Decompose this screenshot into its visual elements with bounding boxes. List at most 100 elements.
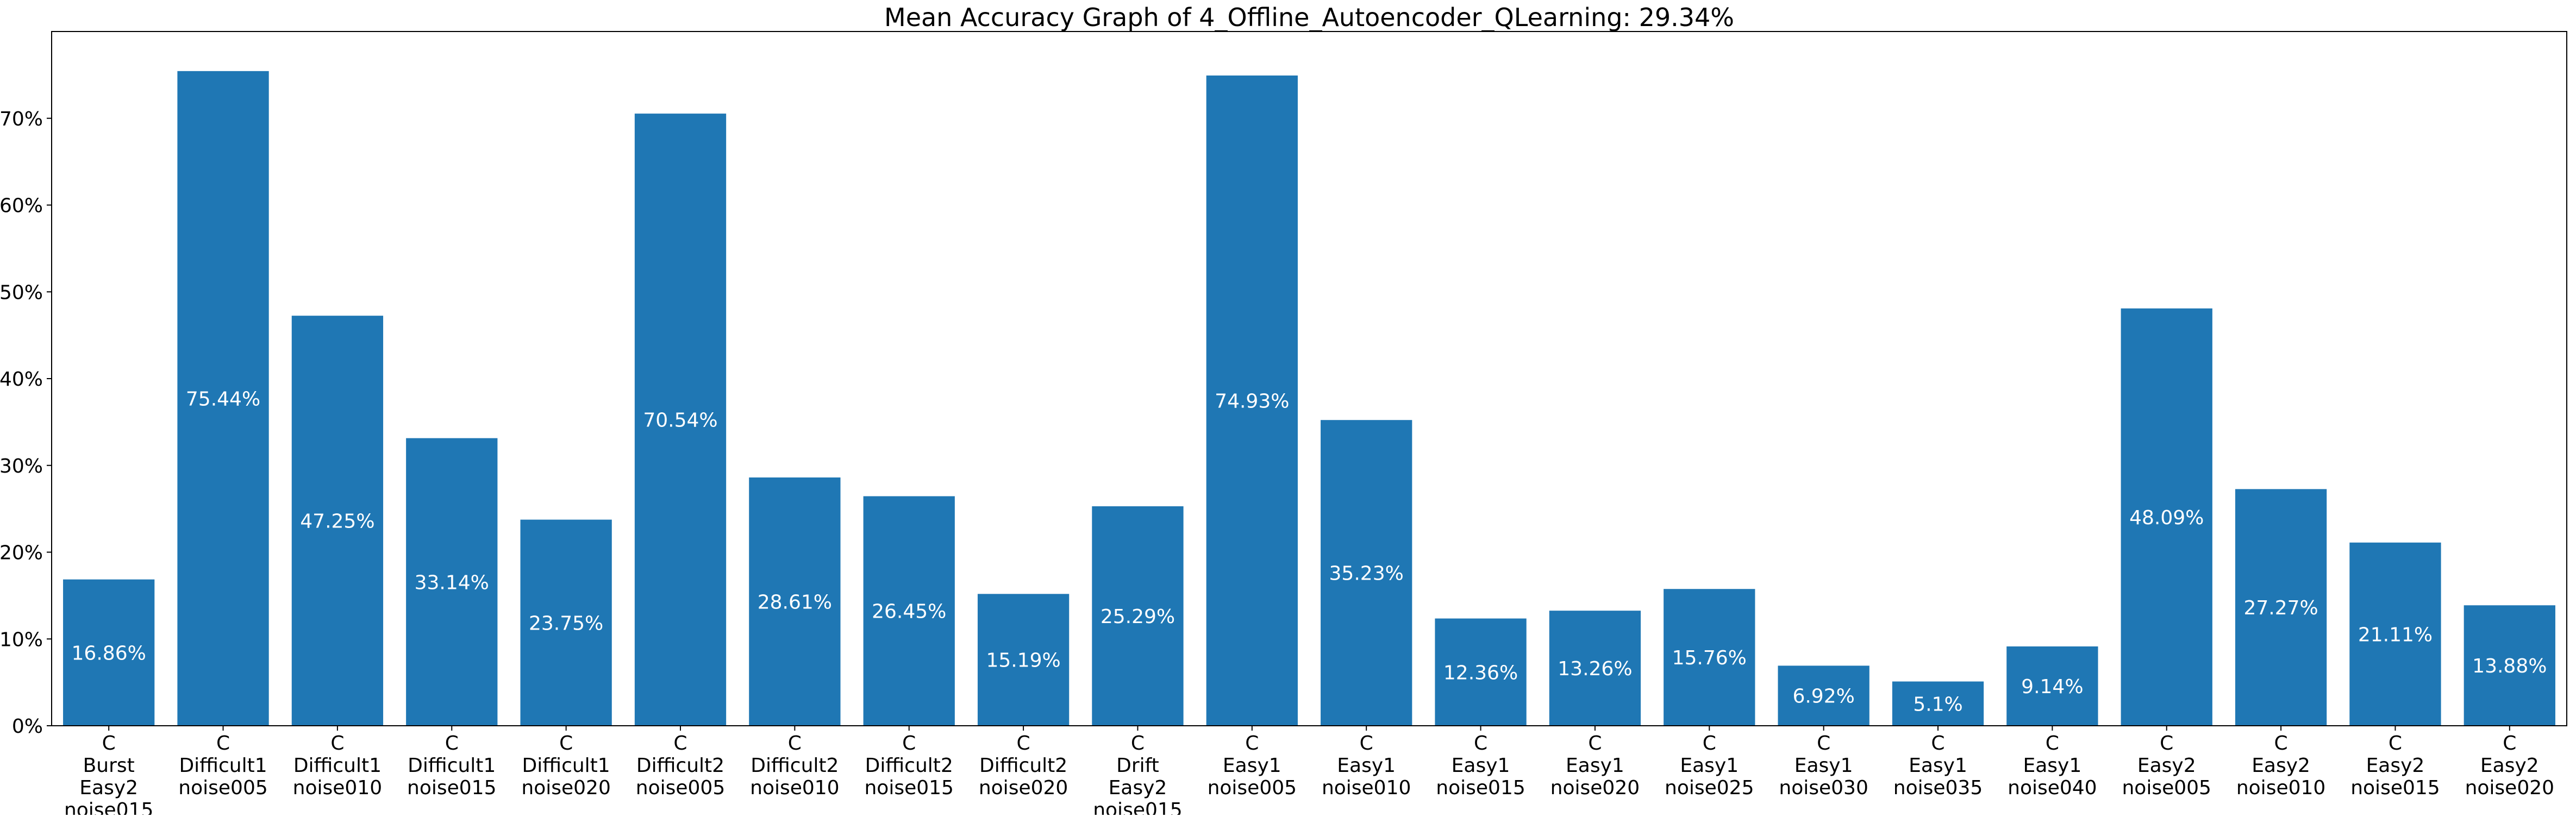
- x-tick-label-line: C: [330, 732, 344, 755]
- y-tick-label: 10%: [0, 629, 43, 651]
- x-tick-label-line: noise020: [2465, 777, 2554, 799]
- bar: [2121, 308, 2212, 726]
- x-tick-label-line: noise010: [293, 777, 382, 799]
- x-tick-label-line: Difficult2: [636, 755, 724, 777]
- x-tick-label-line: Difficult1: [408, 755, 496, 777]
- y-tick-label: 70%: [0, 108, 43, 130]
- x-tick-label-line: Easy1: [1909, 755, 1967, 777]
- x-tick-label: C Difficult2 noise010: [750, 732, 839, 799]
- bar-value-label: 27.27%: [2243, 597, 2318, 619]
- bars-group: [63, 71, 2555, 726]
- x-tick-label-line: noise015: [407, 777, 496, 799]
- bar: [2235, 489, 2327, 726]
- bar: [63, 579, 155, 726]
- x-tick-label: C Difficult2 noise020: [979, 732, 1068, 799]
- x-tick-label-line: C: [2274, 732, 2288, 755]
- y-tick-label: 50%: [0, 281, 43, 304]
- x-tick-label-line: noise005: [178, 777, 267, 799]
- x-tick-label-line: Easy2: [2252, 755, 2310, 777]
- x-tick-label: C Easy1 noise040: [2008, 732, 2097, 799]
- bar: [2349, 542, 2441, 726]
- x-tick-label-line: Easy1: [1337, 755, 1396, 777]
- bar: [1778, 665, 1870, 726]
- x-tick-label-line: noise010: [1322, 777, 1411, 799]
- bar-value-label: 13.26%: [1558, 658, 1632, 680]
- bar-value-label: 9.14%: [2021, 676, 2083, 698]
- x-tick-label-line: C: [2389, 732, 2402, 755]
- bar-value-label: 15.19%: [986, 650, 1060, 672]
- x-tick-label-line: noise015: [64, 799, 153, 815]
- x-tick-label-line: Easy1: [1680, 755, 1739, 777]
- bar-value-label: 26.45%: [872, 601, 946, 623]
- x-tick-label-line: Easy2: [2480, 755, 2539, 777]
- x-tick-label-line: C: [2046, 732, 2059, 755]
- x-tick-label-line: C: [445, 732, 459, 755]
- bar: [977, 594, 1070, 726]
- x-tick-label-line: C: [1588, 732, 1602, 755]
- x-tick-label: C Difficult1 noise020: [521, 732, 610, 799]
- x-tick-label-line: C: [1360, 732, 1373, 755]
- x-tick-label-line: noise010: [2236, 777, 2325, 799]
- bar: [749, 477, 841, 726]
- x-tick-label-line: Easy1: [1566, 755, 1624, 777]
- bar-value-label: 21.11%: [2358, 624, 2433, 646]
- x-tick-label-line: Difficult1: [293, 755, 382, 777]
- chart-title: Mean Accuracy Graph of 4_Offline_Autoenc…: [884, 3, 1734, 32]
- x-tick-label-line: noise020: [521, 777, 610, 799]
- bar: [406, 438, 498, 726]
- bar-value-label: 33.14%: [415, 571, 489, 594]
- x-tick-label-line: noise035: [1893, 777, 1983, 799]
- x-tick-label: C Easy1 noise030: [1779, 732, 1868, 799]
- bar: [1549, 611, 1641, 726]
- x-tick-label-line: noise020: [1550, 777, 1640, 799]
- bar: [520, 519, 612, 726]
- x-tick-label-line: Drift: [1116, 755, 1159, 777]
- x-tick-label-line: noise005: [2122, 777, 2211, 799]
- x-tick-label-line: noise015: [1436, 777, 1525, 799]
- x-tick-label-line: C: [1245, 732, 1259, 755]
- x-tick-label: C Easy1 noise015: [1436, 732, 1525, 799]
- bar-value-label: 5.1%: [1913, 693, 1962, 715]
- x-tick-label-line: Easy1: [1223, 755, 1281, 777]
- x-tick-label: C Easy2 noise015: [2350, 732, 2440, 799]
- x-tick-label-line: noise040: [2008, 777, 2097, 799]
- x-tick-label: C Difficult1 noise015: [407, 732, 496, 799]
- bar: [1092, 506, 1184, 726]
- bar: [2464, 605, 2555, 726]
- x-tick-label-line: noise015: [1093, 799, 1182, 815]
- y-tick-label: 30%: [0, 455, 43, 477]
- x-tick-label: C Easy1 noise010: [1322, 732, 1411, 799]
- x-tick-label-line: Easy1: [1452, 755, 1510, 777]
- bar: [1206, 75, 1298, 726]
- bar-value-label: 12.36%: [1443, 662, 1518, 684]
- x-tick-label-line: noise025: [1665, 777, 1754, 799]
- bar: [1435, 618, 1527, 726]
- x-tick-label-line: Difficult2: [865, 755, 953, 777]
- x-tick-label-line: Easy1: [2023, 755, 2081, 777]
- x-tick-label: C Easy2 noise020: [2465, 732, 2554, 799]
- x-tick-label-line: C: [902, 732, 916, 755]
- x-tick-label-line: Burst: [83, 755, 135, 777]
- bar-value-label: 23.75%: [529, 612, 603, 634]
- y-tick-label: 60%: [0, 195, 43, 217]
- x-tick-label: C Difficult1 noise010: [293, 732, 382, 799]
- bar: [863, 496, 955, 726]
- x-tick-label-line: C: [102, 732, 116, 755]
- y-tick-label: 20%: [0, 542, 43, 564]
- x-tick-label-line: Easy2: [79, 777, 138, 799]
- bar: [1892, 681, 1984, 726]
- x-tick-label-line: Difficult1: [522, 755, 610, 777]
- bar-value-label: 28.61%: [758, 591, 832, 613]
- bar-value-label: 47.25%: [300, 511, 374, 533]
- value-labels-group: 16.86% 75.44% 47.25% 33.14% 23.75% 70.54% 28.6…: [72, 388, 2547, 715]
- y-tick-label: 0%: [12, 715, 43, 738]
- bar-value-label: 15.76%: [1672, 647, 1747, 669]
- bar-value-label: 74.93%: [1215, 390, 1289, 412]
- x-tick-label: C Difficult2 noise005: [636, 732, 725, 799]
- x-tick-label-line: noise020: [979, 777, 1068, 799]
- bar-value-label: 35.23%: [1329, 563, 1404, 585]
- x-tick-label-line: C: [1131, 732, 1145, 755]
- bar-value-label: 75.44%: [186, 388, 260, 410]
- bar: [634, 114, 727, 726]
